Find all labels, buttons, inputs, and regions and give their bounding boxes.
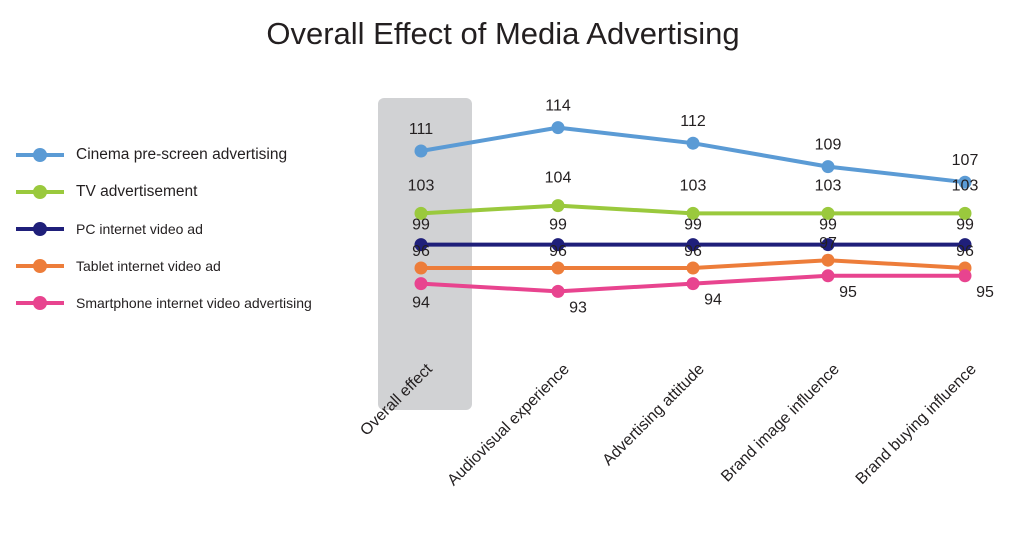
legend-item: PC internet video ad: [16, 210, 312, 247]
data-point: [414, 277, 428, 291]
data-point: [686, 261, 700, 275]
data-label: 96: [684, 243, 702, 260]
legend-label: Smartphone internet video advertising: [76, 294, 312, 311]
data-point: [958, 238, 972, 252]
data-point: [686, 206, 700, 220]
legend-label: PC internet video ad: [76, 220, 203, 237]
data-point: [551, 199, 565, 213]
data-label: 96: [412, 243, 430, 260]
legend-swatch: [16, 217, 64, 241]
category-label: Brand image influence: [718, 361, 843, 486]
data-label: 103: [408, 177, 435, 194]
legend-swatch: [16, 254, 64, 278]
data-point: [414, 238, 428, 252]
data-label: 96: [956, 243, 974, 260]
legend-swatch: [16, 291, 64, 315]
legend-item: Cinema pre-screen advertising: [16, 136, 312, 173]
data-label: 109: [815, 137, 842, 154]
data-label: 99: [684, 217, 702, 234]
series-line: [420, 125, 966, 185]
data-label: 95: [976, 284, 994, 301]
data-label: 112: [680, 113, 706, 130]
data-label: 114: [545, 98, 571, 115]
data-point: [821, 238, 835, 252]
legend-label: Cinema pre-screen advertising: [76, 145, 288, 163]
data-point: [414, 261, 428, 275]
legend-item: Tablet internet video ad: [16, 247, 312, 284]
legend-swatch: [16, 143, 64, 167]
data-label: 104: [545, 170, 572, 187]
legend-item: TV advertisement: [16, 173, 312, 210]
data-point: [551, 284, 565, 298]
data-point: [958, 175, 972, 189]
data-label: 99: [412, 217, 430, 234]
series-0: 111 114 112 109 107: [409, 98, 979, 189]
data-label: 94: [704, 292, 722, 309]
data-point: [958, 206, 972, 220]
data-label: 99: [819, 217, 837, 234]
data-label: 111: [409, 121, 433, 138]
series-2: 99 99 99 99 99: [412, 217, 974, 252]
data-point: [551, 261, 565, 275]
data-label: 99: [549, 217, 567, 234]
legend-label: TV advertisement: [76, 182, 198, 200]
chart-title: Overall Effect of Media Advertising: [266, 16, 740, 51]
data-point: [414, 206, 428, 220]
data-label: 103: [952, 177, 979, 194]
data-point: [821, 269, 835, 283]
data-label: 94: [412, 295, 430, 312]
data-point: [551, 121, 565, 135]
data-label: 107: [952, 152, 979, 169]
data-label: 96: [549, 243, 567, 260]
series-3: 96 96 96 97 96: [412, 235, 974, 275]
category-label: Advertising attitude: [600, 361, 708, 469]
data-label: 103: [680, 177, 707, 194]
data-point: [821, 253, 835, 267]
data-point: [686, 238, 700, 252]
data-point: [414, 144, 428, 158]
data-point: [686, 136, 700, 150]
data-label: 93: [569, 299, 587, 316]
series-1: 103 104 103 103 103: [408, 170, 979, 220]
legend-swatch: [16, 180, 64, 204]
data-label: 97: [819, 235, 837, 252]
data-point: [686, 277, 700, 291]
data-label: 99: [956, 217, 974, 234]
highlight-band-overall-effect: [378, 98, 472, 410]
data-label: 95: [839, 284, 857, 301]
category-label: Brand buying influence: [853, 361, 980, 488]
legend-label: Tablet internet video ad: [76, 257, 221, 274]
data-label: 103: [815, 177, 842, 194]
series-4: 94 93 94 95 95: [412, 269, 994, 316]
data-point: [958, 269, 972, 283]
legend: Cinema pre-screen advertising TV advertis…: [16, 136, 312, 321]
data-point: [821, 160, 835, 174]
data-point: [821, 206, 835, 220]
legend-item: Smartphone internet video advertising: [16, 284, 312, 321]
data-point: [551, 238, 565, 252]
